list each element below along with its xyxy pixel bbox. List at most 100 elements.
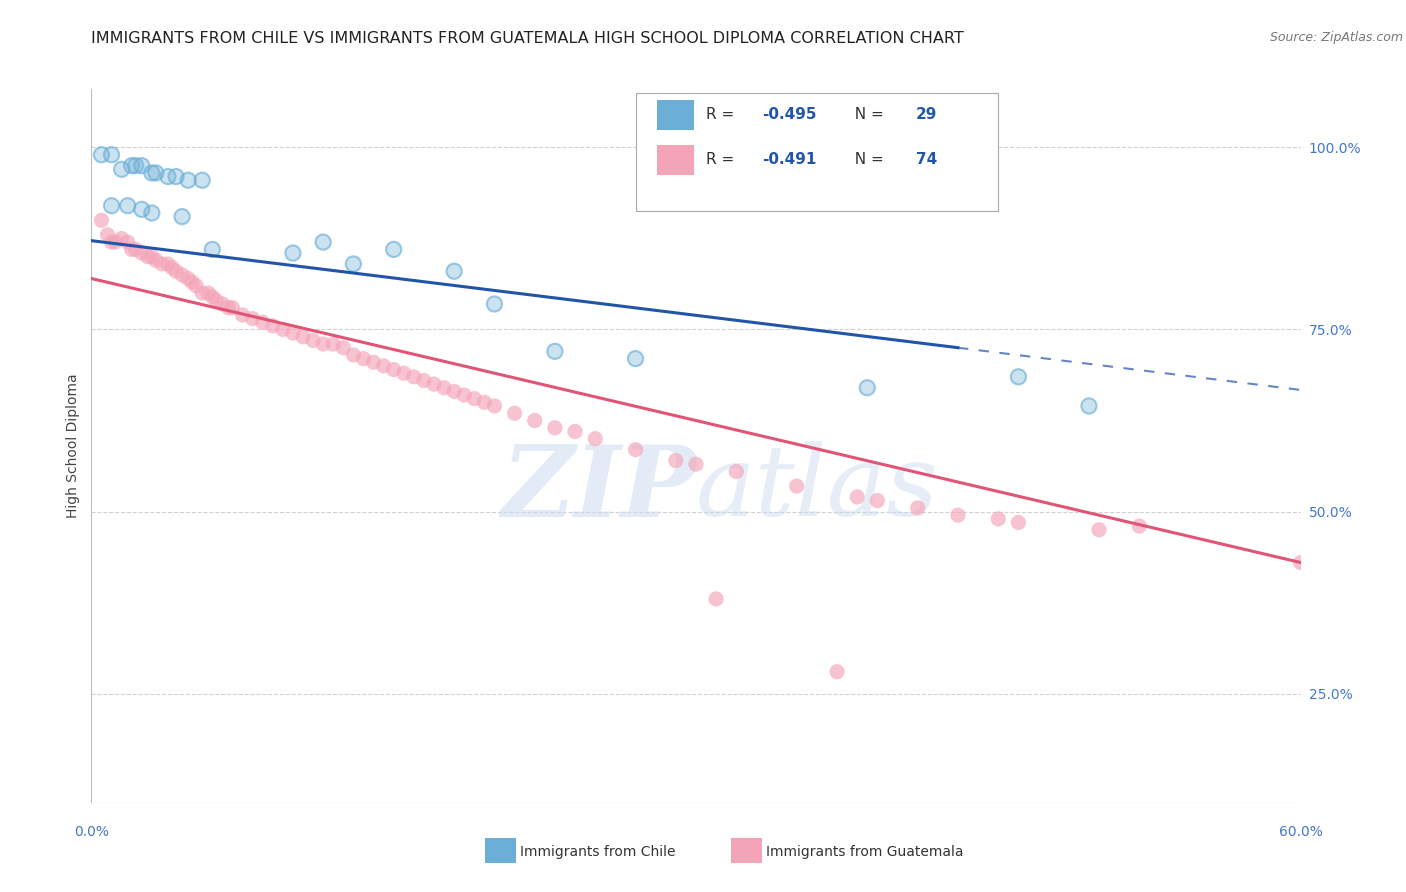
Point: [156, 169, 179, 184]
Point: [262, 318, 284, 333]
Point: [145, 166, 167, 180]
Point: [111, 231, 132, 245]
Point: [624, 351, 647, 366]
Point: [281, 246, 304, 260]
Point: [141, 206, 163, 220]
Point: [136, 250, 159, 264]
Text: 60.0%: 60.0%: [1278, 825, 1323, 839]
Point: [145, 253, 167, 268]
Point: [312, 235, 335, 249]
Point: [117, 199, 139, 213]
Point: [111, 162, 132, 177]
Point: [342, 348, 364, 362]
Point: [100, 147, 122, 161]
Point: [484, 399, 506, 413]
Text: 29: 29: [917, 107, 938, 122]
Point: [1088, 523, 1111, 537]
Point: [172, 268, 194, 282]
Point: [111, 162, 132, 177]
Point: [1007, 516, 1029, 530]
Point: [583, 432, 606, 446]
Point: [484, 297, 506, 311]
Point: [1077, 399, 1099, 413]
Point: [104, 235, 127, 249]
Point: [463, 392, 485, 406]
Point: [322, 337, 344, 351]
Point: [191, 173, 214, 187]
Text: Immigrants from Chile: Immigrants from Chile: [520, 845, 676, 859]
Point: [121, 159, 143, 173]
Text: -0.495: -0.495: [762, 107, 817, 122]
Point: [191, 173, 214, 187]
Point: [1007, 369, 1029, 384]
FancyBboxPatch shape: [657, 100, 693, 130]
Point: [1128, 519, 1150, 533]
Point: [100, 199, 122, 213]
Point: [382, 243, 405, 257]
Point: [96, 227, 118, 242]
Point: [624, 442, 647, 457]
Point: [201, 243, 224, 257]
Point: [172, 210, 194, 224]
Point: [271, 322, 294, 336]
Point: [382, 362, 405, 376]
Point: [141, 166, 163, 180]
Point: [131, 159, 153, 173]
Point: [342, 257, 364, 271]
Point: [131, 246, 153, 260]
Point: [100, 199, 122, 213]
Point: [90, 147, 112, 161]
Point: [624, 351, 647, 366]
Text: 0.0%: 0.0%: [75, 825, 108, 839]
Point: [172, 210, 194, 224]
Point: [177, 173, 200, 187]
Text: ZIP: ZIP: [501, 441, 696, 537]
Point: [181, 275, 204, 289]
Point: [121, 243, 143, 257]
Point: [242, 311, 264, 326]
Point: [946, 508, 969, 523]
Point: [281, 326, 304, 340]
Point: [211, 297, 233, 311]
Point: [544, 344, 567, 359]
Y-axis label: High School Diploma: High School Diploma: [66, 374, 80, 518]
Point: [100, 235, 122, 249]
Point: [125, 243, 148, 257]
Point: [443, 264, 465, 278]
Point: [725, 465, 748, 479]
Point: [191, 286, 214, 301]
Point: [544, 421, 567, 435]
Point: [141, 166, 163, 180]
Point: [217, 301, 239, 315]
Point: [846, 490, 869, 504]
Point: [145, 166, 167, 180]
Point: [117, 235, 139, 249]
Point: [312, 235, 335, 249]
Point: [544, 344, 567, 359]
Point: [131, 202, 153, 217]
Point: [141, 206, 163, 220]
Point: [205, 293, 228, 308]
Point: [131, 202, 153, 217]
FancyBboxPatch shape: [657, 145, 693, 175]
Point: [786, 479, 808, 493]
Point: [413, 374, 436, 388]
Point: [423, 377, 446, 392]
Point: [281, 246, 304, 260]
Point: [231, 308, 253, 322]
Point: [363, 355, 385, 369]
Point: [342, 257, 364, 271]
Point: [125, 159, 148, 173]
Point: [987, 512, 1010, 526]
Point: [352, 351, 374, 366]
Point: [564, 425, 586, 439]
Point: [332, 341, 354, 355]
Point: [523, 413, 546, 427]
Text: atlas: atlas: [696, 442, 939, 536]
Point: [856, 381, 879, 395]
Point: [252, 315, 274, 329]
Text: IMMIGRANTS FROM CHILE VS IMMIGRANTS FROM GUATEMALA HIGH SCHOOL DIPLOMA CORRELATI: IMMIGRANTS FROM CHILE VS IMMIGRANTS FROM…: [91, 31, 965, 46]
Point: [90, 213, 112, 227]
Point: [1077, 399, 1099, 413]
Point: [484, 297, 506, 311]
